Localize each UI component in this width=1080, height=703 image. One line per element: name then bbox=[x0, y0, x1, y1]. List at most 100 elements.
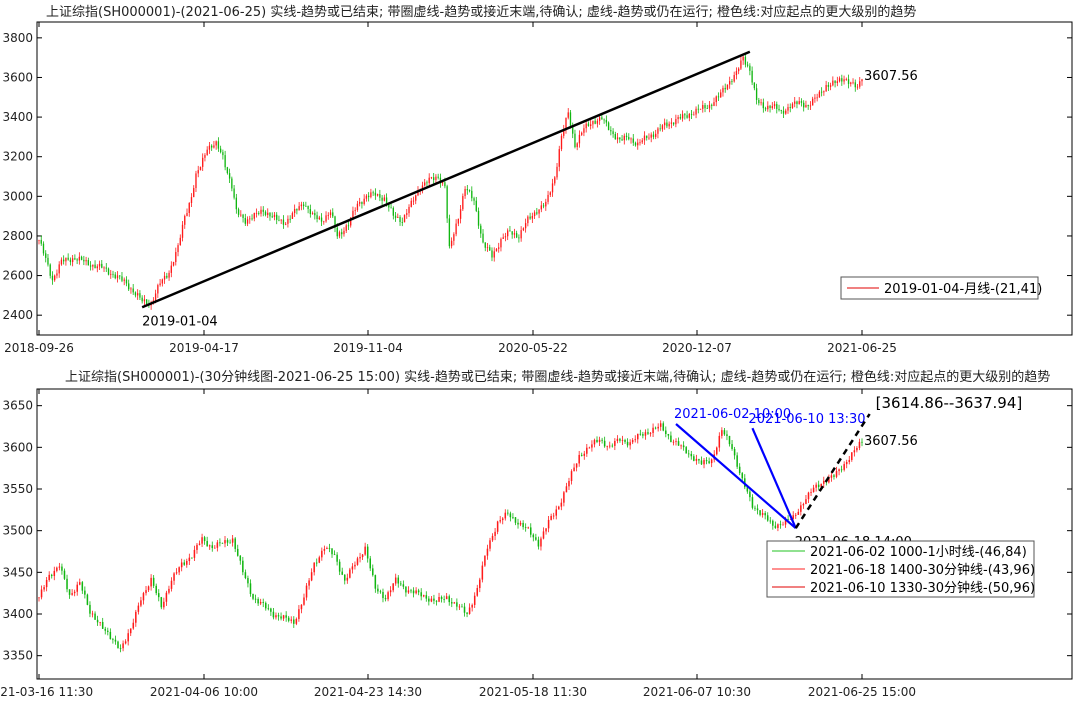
candle-body bbox=[728, 435, 731, 445]
candle-body bbox=[677, 441, 680, 446]
candle-body bbox=[634, 439, 636, 441]
candle-body bbox=[708, 461, 710, 464]
candle-body bbox=[484, 555, 486, 566]
candle-body bbox=[103, 267, 105, 269]
candle-body bbox=[42, 243, 45, 254]
candle-body bbox=[318, 217, 320, 220]
candle-body bbox=[354, 564, 356, 567]
candle-body bbox=[147, 586, 150, 591]
candle-body bbox=[269, 212, 271, 217]
candle-body bbox=[415, 195, 417, 201]
candle-body bbox=[94, 264, 96, 269]
candle-body bbox=[681, 114, 684, 119]
candle-body bbox=[698, 458, 700, 461]
candle-body bbox=[444, 182, 446, 187]
candle-body bbox=[800, 505, 802, 512]
candle-body bbox=[722, 87, 724, 93]
intraday-legend: 2021-06-02 1000-1小时线-(46,84) 2021-06-18 … bbox=[766, 540, 1035, 598]
candle-body bbox=[406, 213, 408, 215]
candle-body bbox=[443, 598, 445, 600]
candle-body bbox=[565, 486, 568, 493]
candle-body bbox=[554, 177, 556, 184]
x-tick-label: 2021-04-23 14:30 bbox=[314, 685, 422, 699]
candle-body bbox=[389, 590, 392, 593]
candle-body bbox=[665, 430, 667, 434]
candle-body bbox=[359, 202, 361, 204]
candle-body bbox=[845, 79, 847, 80]
candle-body bbox=[112, 273, 114, 275]
candle-body bbox=[376, 194, 379, 196]
candle-body bbox=[71, 593, 73, 595]
x-tick-label: 2021-06-25 15:00 bbox=[808, 685, 916, 699]
candle-body bbox=[136, 293, 139, 296]
candle-body bbox=[99, 621, 101, 623]
candle-body bbox=[124, 641, 127, 644]
candle-body bbox=[384, 598, 387, 600]
candle-body bbox=[197, 170, 199, 174]
candle-body bbox=[642, 434, 644, 436]
candle-body bbox=[215, 141, 217, 146]
candle-body bbox=[764, 513, 766, 516]
candle-body bbox=[163, 601, 165, 608]
candle-body bbox=[576, 143, 578, 148]
candle-body bbox=[524, 527, 527, 528]
candle-body bbox=[259, 602, 262, 604]
intraday-y-axis: 3350 3400 3450 3500 3550 3600 3650 bbox=[2, 399, 1072, 663]
candle-body bbox=[616, 438, 619, 441]
candle-body bbox=[433, 598, 435, 601]
candle-body bbox=[463, 606, 466, 613]
candle-body bbox=[693, 456, 695, 461]
candle-body bbox=[527, 216, 529, 224]
candle-body bbox=[489, 540, 491, 549]
candle-body bbox=[40, 239, 42, 244]
candle-body bbox=[816, 97, 818, 99]
candle-body bbox=[314, 213, 316, 216]
candle-body bbox=[850, 82, 852, 84]
x-tick-label: 2020-12-07 bbox=[662, 341, 732, 355]
candle-body bbox=[713, 102, 715, 106]
candle-body bbox=[276, 214, 278, 220]
candle-body bbox=[63, 570, 66, 579]
candle-body bbox=[85, 260, 87, 262]
candle-body bbox=[341, 232, 343, 235]
candle-body bbox=[623, 135, 625, 141]
intraday-candles bbox=[38, 420, 863, 653]
candle-body bbox=[193, 188, 195, 198]
candle-body bbox=[659, 423, 662, 427]
candle-body bbox=[741, 473, 744, 479]
candle-body bbox=[773, 104, 776, 107]
intraday-legend-entry-3: 2021-06-10 1330-30分钟线-(50,96) bbox=[810, 580, 1035, 596]
candle-body bbox=[542, 205, 545, 207]
candle-body bbox=[731, 444, 733, 449]
candle-body bbox=[535, 537, 537, 540]
candle-body bbox=[632, 138, 634, 143]
candle-body bbox=[662, 423, 665, 431]
candle-body bbox=[649, 432, 652, 434]
candle-body bbox=[125, 279, 128, 284]
daily-chart-title: 上证综指(SH000001)-(2021-06-25) 实线-趋势或已结束; 带… bbox=[46, 4, 916, 20]
x-tick-label: 2018-09-26 bbox=[4, 341, 74, 355]
candle-body bbox=[556, 166, 558, 178]
candle-body bbox=[249, 583, 252, 594]
candle-body bbox=[464, 189, 466, 197]
candle-body bbox=[109, 631, 112, 640]
candle-body bbox=[428, 177, 430, 184]
candle-body bbox=[287, 218, 289, 224]
candle-body bbox=[188, 557, 191, 562]
candle-body bbox=[180, 562, 183, 568]
candle-body bbox=[407, 590, 410, 593]
candle-body bbox=[417, 590, 420, 593]
candle-body bbox=[603, 440, 606, 447]
candle-body bbox=[445, 596, 448, 600]
candle-body bbox=[774, 525, 777, 528]
candle-body bbox=[496, 521, 499, 532]
candle-body bbox=[585, 123, 587, 129]
candle-body bbox=[473, 595, 476, 605]
candle-body bbox=[647, 432, 649, 434]
candle-body bbox=[520, 230, 522, 239]
candle-body bbox=[563, 129, 565, 136]
candle-body bbox=[221, 542, 224, 544]
candle-body bbox=[702, 105, 704, 109]
candle-body bbox=[612, 131, 614, 135]
candle-body bbox=[532, 534, 535, 538]
